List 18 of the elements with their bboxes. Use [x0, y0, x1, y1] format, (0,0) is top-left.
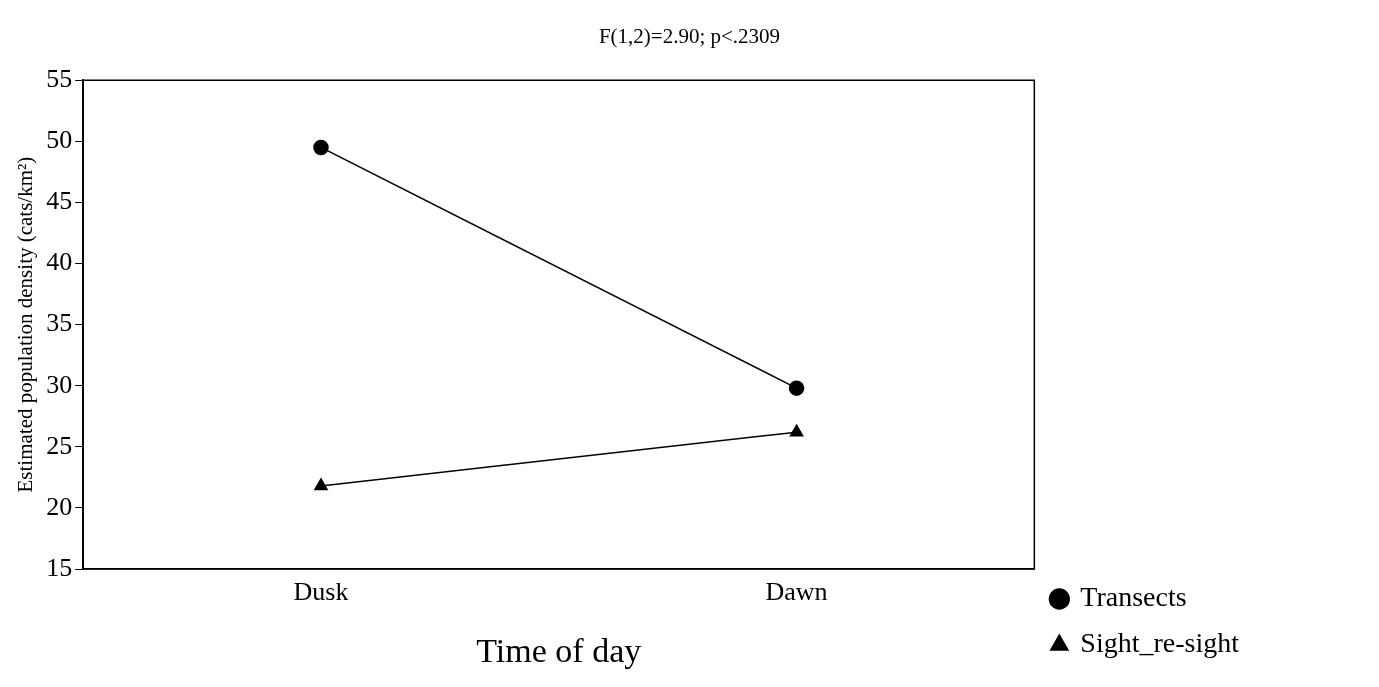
x-tick-label: Dusk: [293, 577, 349, 607]
y-tick-label: 15: [46, 552, 73, 582]
y-axis-title: Estimated population density (cats/km²): [13, 156, 38, 493]
legend-label: Sight_re-sight: [1080, 627, 1240, 659]
y-tick-label: 40: [46, 247, 73, 277]
y-tick-label: 55: [46, 64, 73, 94]
y-tick-label: 30: [46, 369, 73, 399]
y-tick-label: 50: [46, 125, 73, 155]
x-tick-label: Dawn: [765, 577, 828, 607]
point: [313, 139, 329, 156]
y-tick-label: 35: [46, 308, 73, 338]
chart-title: F(1,2)=2.90; p<.2309: [598, 24, 781, 49]
x-axis-title: Time of day: [476, 631, 642, 669]
y-tick-label: 45: [46, 186, 73, 216]
point: [788, 380, 805, 396]
y-tick-label: 20: [46, 491, 73, 521]
legend-label: Transects: [1080, 581, 1187, 613]
y-tick-label: 25: [46, 430, 73, 460]
